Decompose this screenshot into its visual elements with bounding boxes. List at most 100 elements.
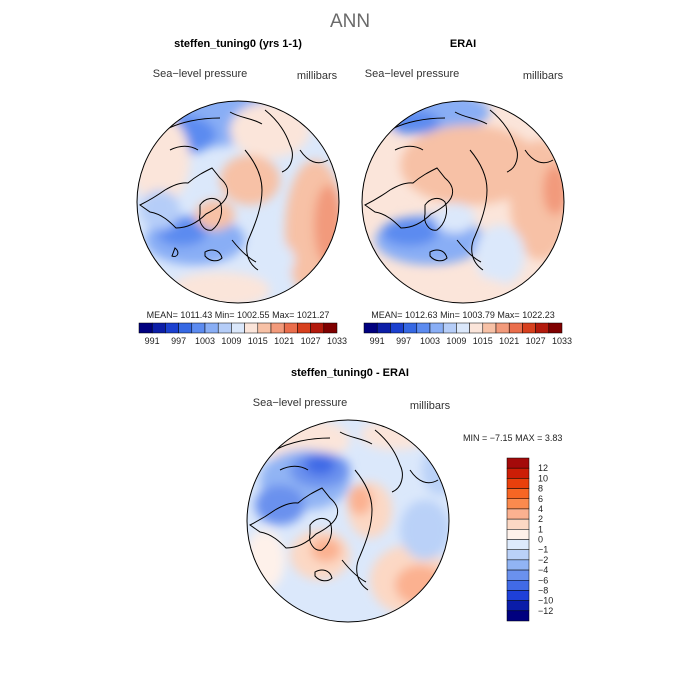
field-label: Sea−level pressure — [365, 68, 459, 80]
colorbar-swatch — [178, 322, 193, 334]
colorbar-tick-label: 12 — [538, 463, 548, 473]
map-outline — [361, 100, 565, 304]
colorbar-swatch — [506, 539, 530, 550]
colorbar-tick-label: 10 — [538, 473, 548, 483]
diff-stats-line: MIN = −7.15 MAX = 3.83 — [463, 433, 562, 443]
colorbar-tick-label: 0 — [538, 535, 543, 545]
colorbar-tick-label: 1 — [538, 524, 543, 534]
colorbar-swatch — [310, 322, 325, 334]
panel-title: steffen_tuning0 (yrs 1-1) — [174, 38, 302, 50]
colorbar-swatch — [456, 322, 470, 334]
colorbar-tick-label: 1033 — [327, 336, 347, 346]
colorbar-swatch — [165, 322, 179, 334]
colorbar-tick-label: −12 — [538, 606, 553, 616]
colorbar-tick-label: 991 — [370, 336, 385, 346]
colorbar-swatch — [506, 498, 530, 510]
colorbar-swatch — [217, 322, 232, 334]
colorbar-swatch — [506, 559, 530, 571]
colorbar-tick-label: 2 — [538, 514, 543, 524]
colorbar-swatch — [535, 322, 550, 334]
colorbar-swatch — [257, 322, 272, 334]
colorbar-tick-label: 1015 — [473, 336, 493, 346]
colorbar-swatch — [323, 322, 338, 334]
colorbar-model: 991 997 1003 1009 1015 1021 1027 1033 — [138, 322, 347, 346]
colorbar-swatch — [390, 322, 404, 334]
colorbar-tick-label: 1021 — [499, 336, 519, 346]
colorbar-swatch — [469, 322, 484, 334]
colorbar-swatch — [151, 322, 166, 334]
stats-line: MEAN= 1012.63 Min= 1003.79 Max= 1022.23 — [371, 310, 555, 320]
colorbar-tick-label: 6 — [538, 494, 543, 504]
colorbar-tick-label: −6 — [538, 575, 548, 585]
colorbar-tick-label: 1009 — [221, 336, 241, 346]
colorbar-tick-label: 1015 — [248, 336, 268, 346]
units-label: millibars — [523, 70, 564, 82]
colorbar-swatch — [495, 322, 510, 334]
colorbar-tick-label: −4 — [538, 565, 548, 575]
map-model — [137, 101, 339, 303]
colorbar-swatch — [506, 467, 530, 479]
colorbar-tick-label: −10 — [538, 596, 553, 606]
colorbar-swatch — [283, 322, 298, 334]
colorbar-swatch — [506, 488, 530, 499]
colorbar-swatch — [297, 322, 311, 334]
colorbar-tick-label: 997 — [396, 336, 411, 346]
map-diff — [247, 420, 449, 622]
colorbar-tick-label: 991 — [145, 336, 160, 346]
colorbar-swatch — [506, 518, 530, 530]
colorbar-tick-label: 8 — [538, 484, 543, 494]
colorbar-swatch — [506, 529, 530, 540]
colorbar-swatch — [506, 457, 530, 469]
panel-title: steffen_tuning0 - ERAI — [291, 367, 409, 379]
colorbar-swatch — [506, 580, 530, 591]
colorbar-tick-label: −2 — [538, 555, 548, 565]
colorbar-tick-label: 1003 — [420, 336, 440, 346]
panel-obs: ERAI Sea−level pressure millibars — [361, 38, 572, 346]
colorbar-swatch — [506, 590, 530, 601]
colorbar-tick-label: 1027 — [301, 336, 321, 346]
units-label: millibars — [410, 400, 451, 412]
colorbar-swatch — [204, 322, 219, 334]
colorbar-swatch — [482, 322, 497, 334]
colorbar-swatch — [506, 549, 530, 561]
colorbar-swatch — [244, 322, 259, 334]
colorbar-tick-label: 1033 — [552, 336, 572, 346]
colorbar-swatch — [429, 322, 444, 334]
colorbar-swatch — [508, 322, 523, 334]
colorbar-tick-label: 1021 — [274, 336, 294, 346]
colorbar-tick-label: 997 — [171, 336, 186, 346]
colorbar-tick-label: 1003 — [195, 336, 215, 346]
colorbar-swatch — [506, 508, 530, 520]
map-obs — [362, 101, 564, 303]
colorbar-swatch — [376, 322, 391, 334]
colorbar-swatch — [522, 322, 536, 334]
colorbar-swatch — [416, 322, 431, 334]
colorbar-obs: 991 997 1003 1009 1015 1021 1027 1033 — [363, 322, 572, 346]
panel-title: ERAI — [450, 38, 476, 50]
stats-line: MEAN= 1011.43 Min= 1002.55 Max= 1021.27 — [147, 310, 330, 320]
colorbar-swatch — [506, 478, 530, 489]
colorbar-tick-label: −1 — [538, 545, 548, 555]
colorbar-swatch — [270, 322, 285, 334]
colorbar-tick-label: 4 — [538, 504, 543, 514]
colorbar-swatch — [403, 322, 418, 334]
colorbar-swatch — [138, 322, 153, 334]
units-label: millibars — [297, 70, 338, 82]
map-outline — [136, 100, 340, 304]
colorbar-swatch — [442, 322, 457, 334]
colorbar-swatch — [231, 322, 245, 334]
field-label: Sea−level pressure — [153, 68, 247, 80]
map-outline — [246, 419, 450, 623]
colorbar-swatch — [363, 322, 378, 334]
colorbar-tick-label: 1027 — [526, 336, 546, 346]
colorbar-swatch — [548, 322, 563, 334]
colorbar-swatch — [506, 600, 530, 612]
colorbar-tick-label: 1009 — [446, 336, 466, 346]
colorbar-swatch — [506, 610, 530, 622]
panel-diff: steffen_tuning0 - ERAI Sea−level pressur… — [246, 367, 562, 623]
field-label: Sea−level pressure — [253, 397, 347, 409]
colorbar-tick-label: −8 — [538, 585, 548, 595]
